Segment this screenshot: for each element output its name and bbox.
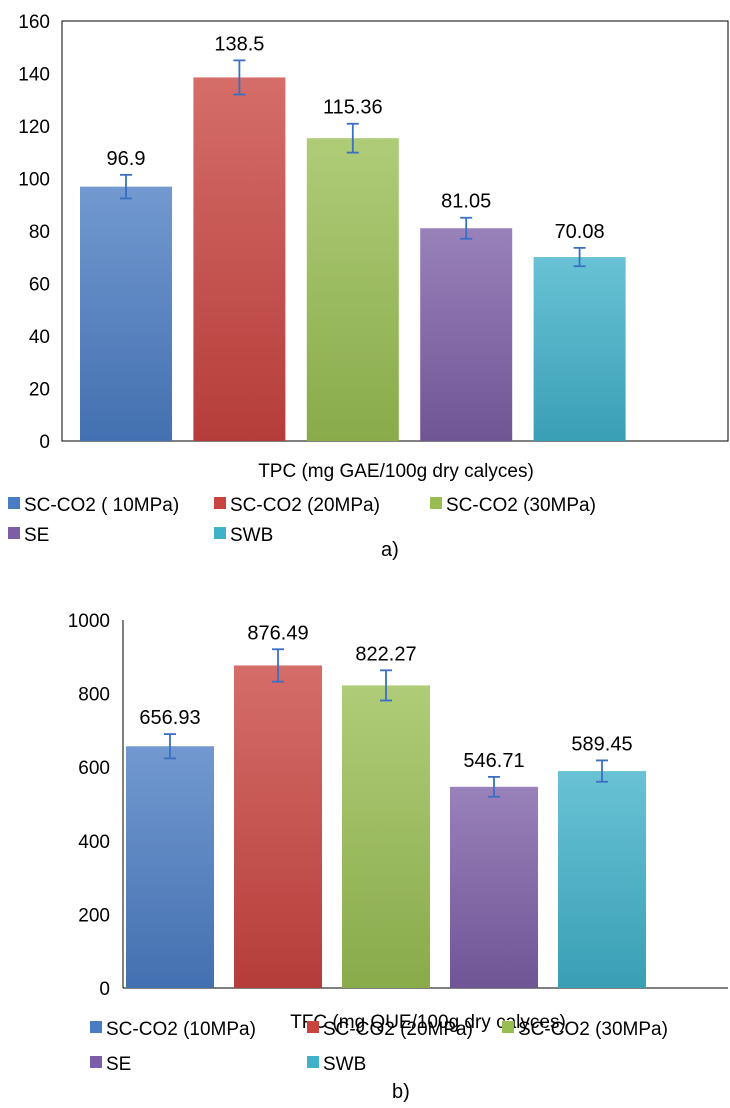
legend-swatch [214,497,226,509]
legend-label: SC-CO2 (20MPa) [230,495,380,516]
legend-swatch [214,527,226,539]
error-bar [596,759,608,783]
bar-value-label: 822.27 [355,643,416,665]
y-tick-label: 100 [18,170,50,191]
legend-swatch [307,1056,319,1068]
error-bar [164,733,176,760]
legend-label: SC-CO2 (20MPa) [323,1019,473,1040]
error-bar [120,173,132,200]
legend-swatch [430,497,442,509]
legend-label: SWB [230,525,273,546]
bar-sc-co2-20mpa [193,77,286,441]
bar-se [450,786,538,988]
error-bar [346,122,359,154]
legend-item: SC-CO2 (20MPa) [214,495,380,516]
y-tick-label: 80 [29,222,50,243]
legend-item: SC-CO2 (30MPa) [502,1019,668,1040]
bar-value-label: 876.49 [247,622,308,644]
legend-item: SWB [307,1054,366,1075]
panel-label: a) [381,539,399,561]
chart-panel-a: 0 20 40 60 80 100 120 140 160 96.9 138.5 115.36 81.0… [8,12,729,561]
error-bar [573,246,586,268]
y-tick-label: 20 [29,380,50,401]
legend-label: SC-CO2 (10MPa) [106,1019,256,1040]
legend-swatch [8,527,20,539]
legend-label: SE [106,1054,131,1075]
y-tick-label: 200 [78,905,110,926]
legend-item: SE [90,1054,131,1075]
legend-swatch [8,497,20,509]
legend-label: SC-CO2 (30MPa) [446,495,596,516]
bar-value-label: 138.5 [214,33,264,55]
y-tick-label: 800 [78,685,110,706]
legend-label: SE [24,525,49,546]
legend-swatch [90,1021,102,1033]
bar-sc-co2-20mpa [234,665,322,988]
bar-value-label: 96.9 [107,148,146,170]
legend-item: SE [8,525,49,546]
bar-se [420,228,513,441]
legend-item: SC-CO2 (30MPa) [430,495,596,516]
legend-item: SC-CO2 ( 10MPa) [8,495,179,516]
y-tick-label: 0 [39,432,50,453]
bar-sc-co2-30mpa [342,685,430,988]
legend-label: SC-CO2 (30MPa) [518,1019,668,1040]
legend-item: SC-CO2 (20MPa) [307,1019,473,1040]
bar-value-label: 656.93 [139,707,200,729]
bar-swb [533,257,626,441]
error-bar [380,669,392,702]
legend-label: SC-CO2 ( 10MPa) [24,495,179,516]
legend-label: SWB [323,1054,366,1075]
y-tick-label: 60 [29,275,50,296]
y-tick-label: 140 [18,65,50,86]
y-tick-label: 0 [99,979,110,1000]
x-axis-label: TPC (mg GAE/100g dry calyces) [258,461,534,482]
legend: SC-CO2 (10MPa) SC-CO2 (20MPa) SC-CO2 (30MP… [90,1019,668,1075]
bar-sc-co2-30mpa [306,138,399,441]
bar-value-label: 70.08 [555,221,605,243]
y-tick-label: 160 [18,12,50,33]
error-bar [460,216,473,240]
chart-panel-b: 0 200 400 600 800 1000 656.93 876.49 822.27 546.7… [68,611,728,1103]
legend-item: SC-CO2 (10MPa) [90,1019,256,1040]
bar-value-label: 546.71 [463,750,524,772]
legend-swatch [90,1056,102,1068]
error-bar [272,648,284,683]
bar-value-label: 81.05 [441,191,491,213]
legend-swatch [502,1021,514,1033]
legend-swatch [307,1021,319,1033]
error-bar [233,59,246,96]
y-tick-label: 1000 [68,611,110,632]
bar-value-label: 589.45 [571,733,632,755]
legend-item: SWB [214,525,273,546]
error-bar [488,775,500,798]
x-axis-label: TFC (mg QUE/100g dry calyces) [290,1012,566,1033]
y-tick-label: 40 [29,327,50,348]
legend: SC-CO2 ( 10MPa) SC-CO2 (20MPa) SC-CO2 (30M… [8,495,596,546]
bar-sc-co2-10mpa [126,746,214,988]
y-tick-label: 400 [78,832,110,853]
y-tick-label: 120 [18,117,50,138]
bar-swb [558,771,646,988]
bar-sc-co2-10mpa [80,186,172,441]
panel-label: b) [392,1081,410,1103]
y-tick-label: 600 [78,758,110,779]
bar-value-label: 115.36 [323,97,383,119]
